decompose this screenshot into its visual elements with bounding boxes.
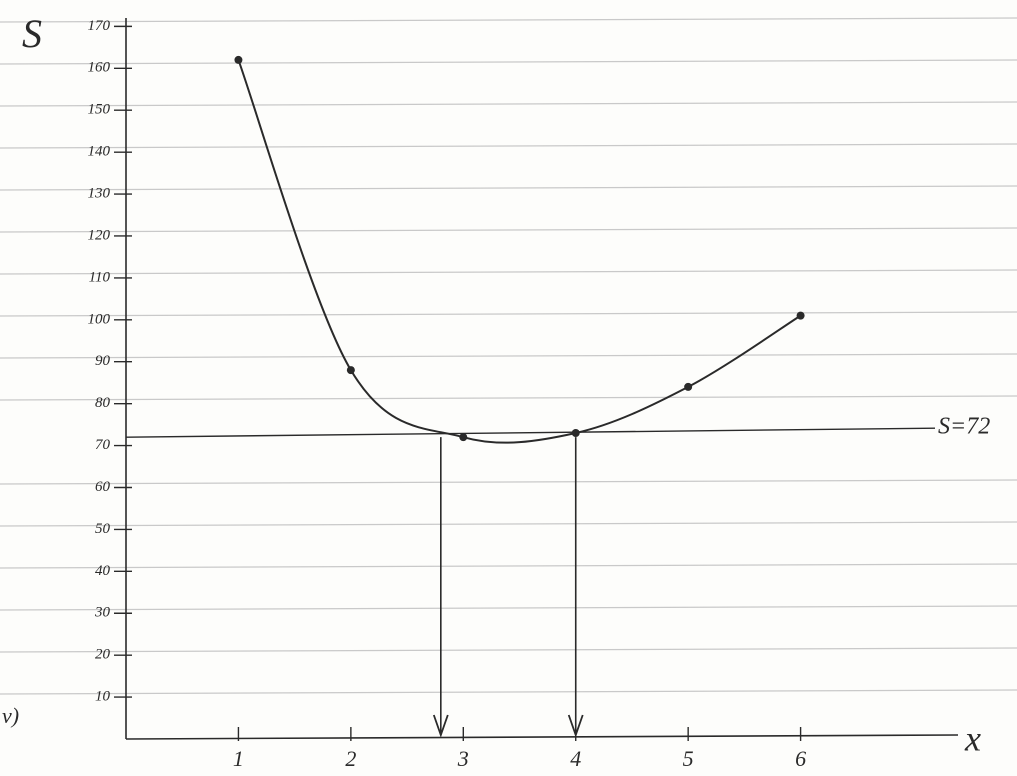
x-tick-label: 2	[345, 746, 356, 771]
y-tick-label: 160	[88, 60, 111, 76]
y-tick-label: 130	[88, 185, 111, 201]
data-point	[234, 56, 242, 64]
y-tick-label: 90	[95, 353, 111, 369]
y-tick-label: 170	[88, 18, 111, 34]
chart: S x v) 10 20 30 40 50 60 70 80 90 100 110 120 130 140…	[0, 0, 1017, 776]
y-tick-label: 150	[88, 102, 111, 118]
x-tick-label: 3	[457, 746, 469, 771]
x-axis-label: x	[964, 718, 981, 758]
y-tick-label: 70	[95, 437, 111, 453]
data-point	[572, 429, 580, 437]
y-tick-label: 40	[95, 563, 111, 579]
x-tick-label: 4	[570, 746, 581, 771]
curve	[238, 60, 800, 443]
part-label: v)	[2, 703, 19, 728]
reference-label: S=72	[938, 414, 990, 440]
x-tick-label: 5	[683, 746, 694, 771]
y-tick-label: 80	[95, 395, 111, 411]
data-point	[797, 312, 805, 320]
y-tick-label: 50	[95, 521, 111, 537]
ruled-paper	[0, 18, 1017, 694]
reference-line	[126, 428, 935, 437]
data-point	[684, 383, 692, 391]
x-tick-label: 6	[795, 746, 806, 771]
y-tick-label: 20	[95, 647, 111, 663]
x-axis	[126, 735, 958, 739]
data-point	[347, 366, 355, 374]
x-tick-label: 1	[233, 746, 244, 771]
y-tick-label: 100	[88, 311, 111, 327]
data-point	[459, 433, 467, 441]
y-tick-label: 10	[95, 689, 111, 705]
y-tick-label: 60	[95, 479, 111, 495]
y-tick-label: 30	[94, 605, 111, 621]
y-tick-label: 120	[88, 227, 111, 243]
y-tick-label: 140	[88, 144, 111, 160]
y-tick-label: 110	[89, 269, 111, 285]
y-axis-label: S	[22, 11, 42, 56]
